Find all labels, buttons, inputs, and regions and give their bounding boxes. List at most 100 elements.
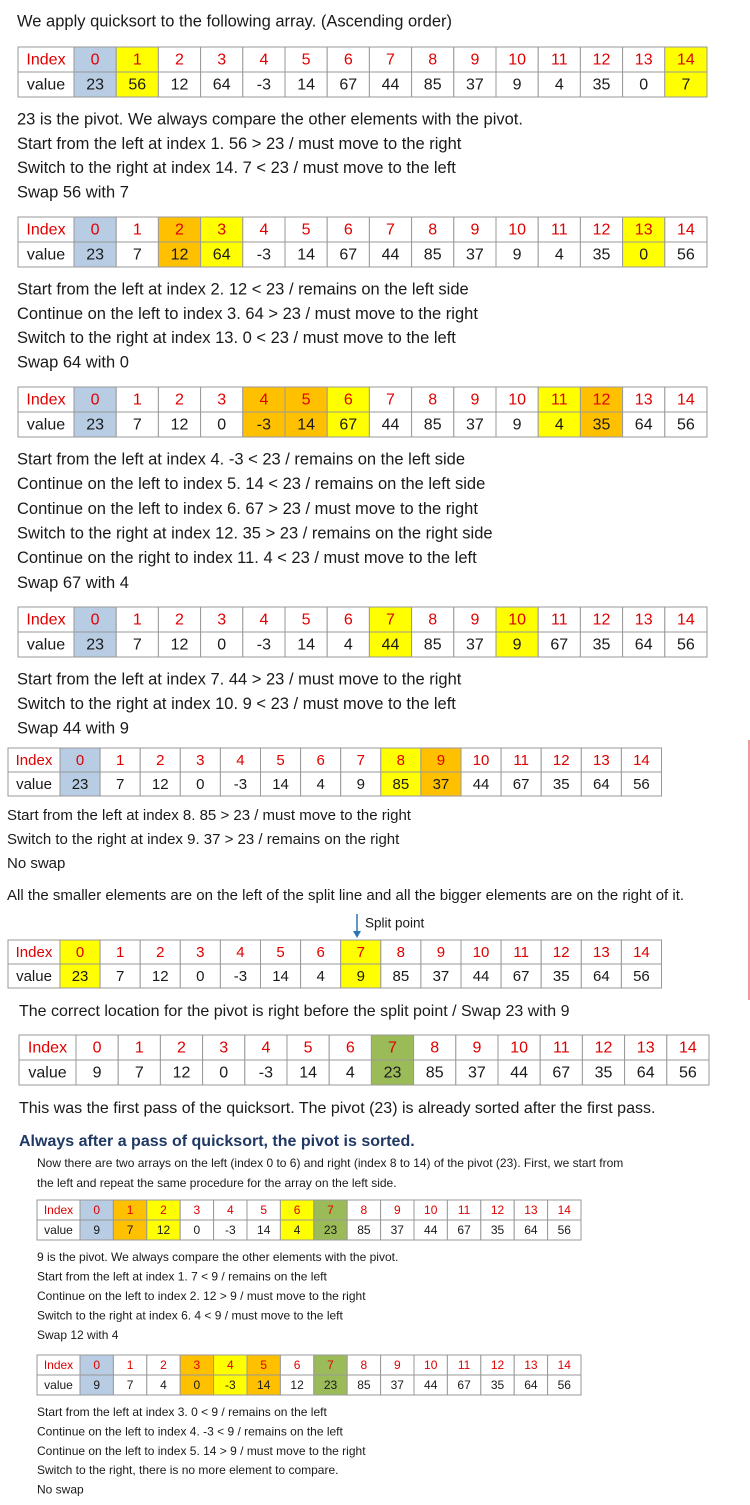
- cell: [581, 1059, 626, 1086]
- cell: [495, 241, 539, 268]
- cell: [242, 631, 286, 658]
- text-line: Continue on the left to index 2. 12 > 9 …: [37, 1289, 366, 1303]
- index-cell: 6: [344, 392, 353, 409]
- row-label: Index: [44, 1203, 73, 1217]
- index-cell: 1: [133, 52, 142, 69]
- value-cell: 12: [152, 968, 169, 985]
- cell: [59, 747, 101, 773]
- value-cell: 44: [382, 637, 400, 654]
- cell: [115, 631, 159, 658]
- value-cell: 44: [382, 247, 400, 264]
- label-cell: [17, 631, 75, 658]
- index-cell: 4: [259, 222, 268, 239]
- cell: [200, 71, 244, 98]
- index-cell: 6: [344, 52, 353, 69]
- value-cell: 67: [513, 968, 530, 985]
- cell: [453, 411, 497, 438]
- cell: [666, 1059, 710, 1086]
- cell: [580, 939, 622, 965]
- index-cell: 12: [593, 222, 611, 239]
- value-cell: 14: [297, 247, 315, 264]
- cell: [179, 747, 221, 773]
- cell: [620, 771, 663, 797]
- cell: [580, 771, 622, 797]
- index-cell: 3: [217, 222, 226, 239]
- row-label: Index: [26, 612, 65, 629]
- value-cell: 56: [679, 1065, 697, 1082]
- index-cell: 10: [473, 752, 490, 769]
- index-cell: 8: [428, 52, 437, 69]
- value-cell: 35: [593, 637, 611, 654]
- value-cell: 56: [677, 417, 695, 434]
- value-cell: 0: [639, 77, 648, 94]
- value-cell: 7: [133, 637, 142, 654]
- value-cell: 9: [513, 77, 522, 94]
- index-cell: 7: [327, 1358, 334, 1372]
- cell: [580, 747, 622, 773]
- label-cell: [17, 411, 75, 438]
- text-line: Split point: [365, 916, 425, 931]
- text-line: We apply quicksort to the following arra…: [17, 12, 452, 30]
- index-cell: 12: [593, 52, 611, 69]
- text-line: Continue on the left to index 6. 67 > 23…: [17, 500, 478, 518]
- index-cell: 8: [361, 1358, 368, 1372]
- cell: [547, 1219, 582, 1241]
- cell: [179, 771, 221, 797]
- index-cell: 9: [470, 392, 479, 409]
- index-cell: 6: [294, 1358, 301, 1372]
- value-cell: 14: [257, 1223, 271, 1237]
- text-line: Start from the left at index 1. 7 < 9 / …: [37, 1270, 327, 1284]
- index-cell: 12: [491, 1203, 505, 1217]
- cell: [495, 216, 539, 243]
- text-line: Continue on the left to index 4. -3 < 9 …: [37, 1424, 344, 1438]
- cell: [579, 46, 624, 73]
- cell: [664, 71, 708, 98]
- cell: [284, 631, 328, 658]
- cell: [622, 241, 666, 268]
- value-cell: 44: [382, 77, 400, 94]
- value-cell: 35: [553, 968, 570, 985]
- value-cell: 0: [194, 1223, 201, 1237]
- text-line: Start from the left at index 4. -3 < 23 …: [17, 450, 465, 468]
- cell: [579, 386, 624, 413]
- label-cell: [18, 1059, 77, 1086]
- cell: [286, 1059, 330, 1086]
- cell: [115, 46, 159, 73]
- cell: [200, 386, 244, 413]
- index-cell: 2: [175, 392, 184, 409]
- value-cell: 37: [433, 968, 450, 985]
- value-cell: 0: [217, 637, 226, 654]
- label-cell: [7, 939, 61, 965]
- index-cell: 2: [175, 222, 184, 239]
- row-label: Index: [44, 1358, 73, 1372]
- cell: [495, 606, 539, 633]
- index-cell: 5: [260, 1358, 267, 1372]
- cell: [537, 631, 581, 658]
- value-cell: 67: [339, 417, 357, 434]
- row-label: value: [16, 968, 52, 985]
- text-line: Continue on the right to index 11. 4 < 2…: [17, 549, 477, 567]
- value-cell: 35: [593, 417, 611, 434]
- cell: [420, 771, 462, 797]
- index-cell: 13: [635, 392, 653, 409]
- value-cell: 9: [93, 1223, 100, 1237]
- cell: [411, 71, 455, 98]
- text-line: Switch to the right at index 14. 7 < 23 …: [17, 159, 456, 177]
- row-label: Index: [26, 52, 65, 69]
- text-line: 9 is the pivot. We always compare the ot…: [37, 1250, 398, 1264]
- cell: [540, 963, 582, 989]
- value-cell: 7: [135, 1065, 144, 1082]
- value-cell: 23: [384, 1065, 402, 1082]
- cell: [539, 1059, 583, 1086]
- index-cell: 3: [217, 52, 226, 69]
- text-line: Now there are two arrays on the left (in…: [37, 1156, 623, 1170]
- index-cell: 2: [156, 944, 164, 961]
- index-cell: 8: [397, 752, 405, 769]
- index-cell: 9: [470, 612, 479, 629]
- row-label: value: [27, 637, 65, 654]
- cell: [117, 1034, 161, 1061]
- row-label: value: [27, 77, 65, 94]
- index-cell: 13: [635, 52, 653, 69]
- cell: [99, 963, 141, 989]
- cell: [242, 606, 286, 633]
